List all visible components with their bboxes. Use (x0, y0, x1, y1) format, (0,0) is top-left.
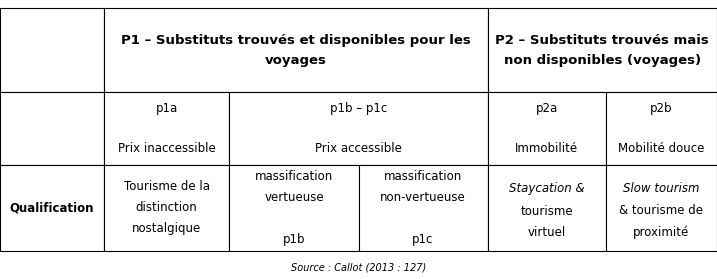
Bar (606, 165, 717, 251)
Bar (488, 165, 606, 251)
Text: p2b

Mobilité douce: p2b Mobilité douce (618, 102, 705, 155)
Text: P2 – Substituts trouvés mais
non disponibles (voyages): P2 – Substituts trouvés mais non disponi… (495, 34, 709, 67)
Bar (488, 8, 717, 92)
Text: Qualification: Qualification (10, 201, 94, 214)
Text: massification
non-vertueuse

p1c: massification non-vertueuse p1c (380, 170, 466, 246)
Bar (488, 92, 606, 165)
Bar (0, 165, 104, 251)
Text: p2a

Immobilité: p2a Immobilité (515, 102, 579, 155)
Text: p1b – p1c

Prix accessible: p1b – p1c Prix accessible (315, 102, 402, 155)
Text: Tourisme de la
distinction
nostalgique: Tourisme de la distinction nostalgique (124, 180, 209, 235)
Text: & tourisme de
proximité: & tourisme de proximité (619, 204, 703, 239)
Text: tourisme
virtuel: tourisme virtuel (521, 205, 573, 239)
Text: Slow tourism: Slow tourism (623, 182, 700, 195)
Bar (104, 8, 488, 92)
Bar (0, 92, 104, 165)
Bar (229, 165, 358, 251)
Text: Staycation &: Staycation & (509, 182, 584, 195)
Bar (104, 165, 229, 251)
Text: p1a

Prix inaccessible: p1a Prix inaccessible (118, 102, 216, 155)
Text: massification
vertueuse

p1b: massification vertueuse p1b (255, 170, 333, 246)
Bar (229, 92, 488, 165)
Bar (0, 8, 104, 92)
Bar (606, 92, 717, 165)
Text: Source : Callot (2013 : 127): Source : Callot (2013 : 127) (291, 263, 426, 273)
Bar (358, 165, 488, 251)
Text: P1 – Substituts trouvés et disponibles pour les
voyages: P1 – Substituts trouvés et disponibles p… (121, 34, 470, 67)
Bar (104, 92, 229, 165)
